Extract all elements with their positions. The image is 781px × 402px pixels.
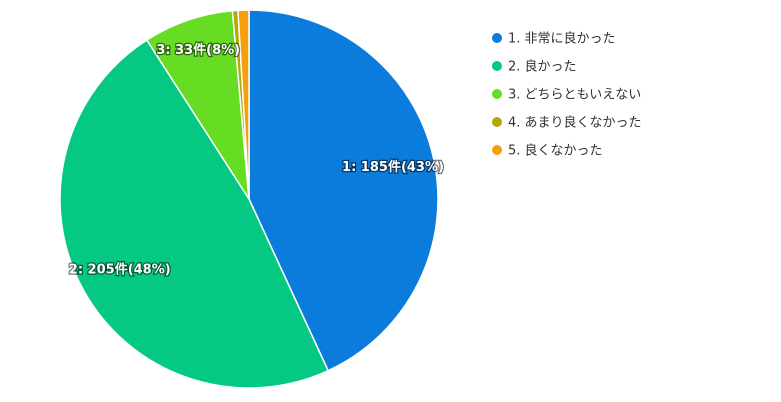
pie-slice bbox=[248, 9, 439, 372]
pie-slice bbox=[59, 38, 330, 389]
legend-label: 1. 非常に良かった bbox=[508, 31, 616, 47]
pie-slice bbox=[237, 9, 250, 200]
legend-marker bbox=[492, 145, 502, 155]
legend-label: 4. あまり良くなかった bbox=[508, 115, 642, 131]
data-label: 3: 33件(8%) bbox=[156, 42, 240, 58]
data-label: 1: 185件(43%) bbox=[342, 159, 444, 175]
legend-label: 5. 良くなかった bbox=[508, 143, 603, 159]
legend-label: 3. どちらともいえない bbox=[508, 88, 641, 103]
legend-marker bbox=[492, 61, 502, 71]
legend-marker bbox=[492, 117, 502, 127]
legend-marker bbox=[492, 89, 502, 99]
legend-label: 2. 良かった bbox=[508, 59, 577, 75]
data-label: 2: 205件(48%) bbox=[69, 261, 171, 277]
legend-marker bbox=[492, 33, 502, 43]
